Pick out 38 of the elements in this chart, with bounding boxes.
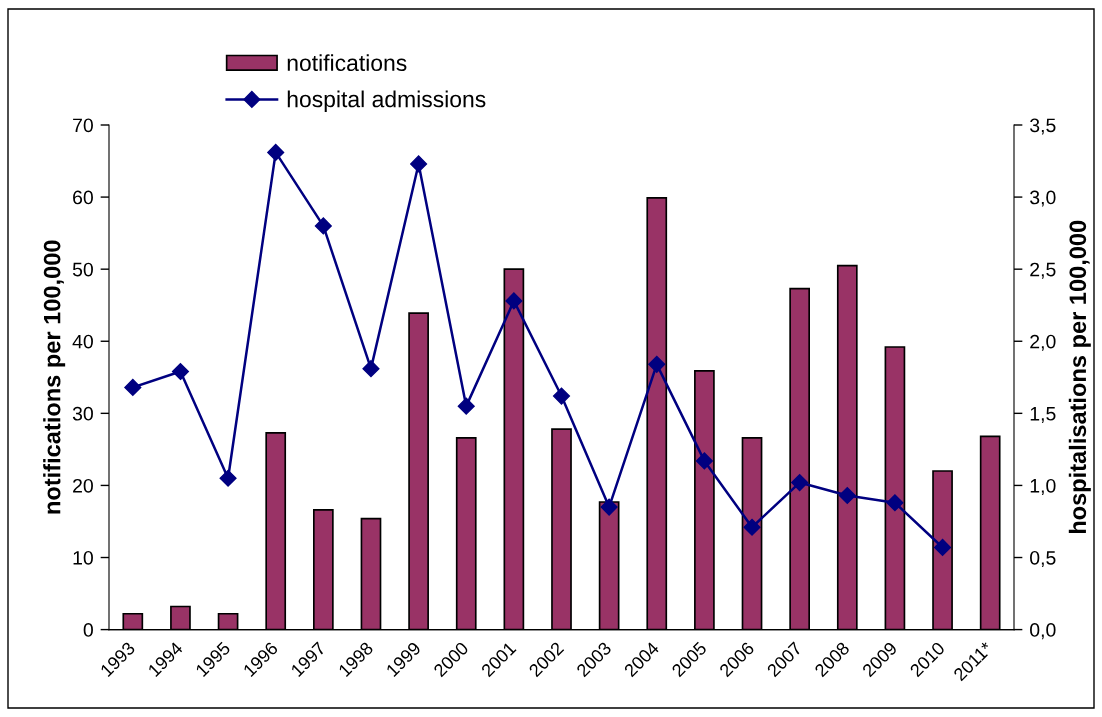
y2-tick-label: 0,5 (1030, 550, 1056, 568)
y2-tick-label: 1,5 (1030, 407, 1056, 423)
point (362, 360, 380, 378)
y-tick-label: 50 (72, 262, 93, 277)
point (457, 397, 475, 415)
y2-axis-title: hospitalisations per 100,000 (1068, 220, 1091, 534)
legend-label: notifications (287, 54, 407, 72)
point (743, 518, 761, 536)
y2-tick-label: 3,0 (1030, 190, 1056, 207)
y2-tick-label: 2,5 (1030, 262, 1056, 279)
point (314, 217, 332, 235)
y-tick-label: 20 (73, 478, 93, 493)
y-axis-title: notifications per 100,000 (43, 240, 66, 514)
point (600, 498, 618, 516)
y-tick-label: 70 (73, 118, 93, 133)
point (838, 486, 856, 505)
y-tick-label: 40 (72, 334, 93, 349)
point (219, 469, 237, 487)
y-tick-label: 60 (73, 190, 93, 205)
y2-tick-label: 1,0 (1030, 478, 1056, 495)
y2-tick-label: 3,5 (1030, 118, 1056, 135)
y2-tick-label: 2,0 (1030, 334, 1056, 351)
point (695, 452, 713, 470)
point (791, 473, 809, 492)
point (886, 494, 904, 512)
point (171, 362, 189, 381)
point (648, 355, 666, 373)
point (124, 378, 142, 396)
point (505, 292, 523, 310)
y2-tick-label: 0,0 (1030, 623, 1056, 640)
point (267, 143, 285, 161)
point (934, 538, 952, 556)
legend-label: hospital admissions (287, 90, 486, 112)
point (410, 155, 428, 173)
y-tick-label: 0 (83, 623, 93, 637)
y-tick-label: 10 (73, 550, 93, 565)
point (552, 387, 571, 405)
y-tick-label: 30 (72, 406, 93, 421)
